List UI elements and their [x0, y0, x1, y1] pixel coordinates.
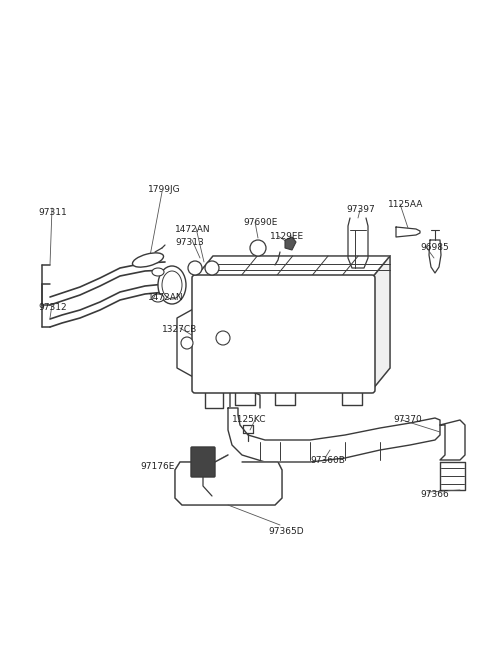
- Ellipse shape: [152, 294, 164, 302]
- Polygon shape: [440, 420, 465, 460]
- Circle shape: [250, 240, 266, 256]
- Polygon shape: [195, 256, 390, 278]
- Circle shape: [188, 261, 202, 275]
- FancyBboxPatch shape: [192, 275, 375, 393]
- Ellipse shape: [158, 266, 186, 304]
- Text: 1125KC: 1125KC: [232, 415, 266, 424]
- Circle shape: [216, 331, 230, 345]
- Ellipse shape: [132, 253, 164, 267]
- Text: 97313: 97313: [175, 238, 204, 247]
- Text: 1129EE: 1129EE: [270, 232, 304, 241]
- Polygon shape: [175, 455, 282, 505]
- Ellipse shape: [162, 271, 182, 299]
- Text: 1327CB: 1327CB: [162, 325, 197, 334]
- Text: 97312: 97312: [38, 303, 67, 312]
- Circle shape: [205, 261, 219, 275]
- Text: 1472AN: 1472AN: [175, 225, 211, 234]
- Text: 97397: 97397: [346, 205, 375, 214]
- Circle shape: [181, 337, 193, 349]
- Text: 97366: 97366: [420, 490, 449, 499]
- Polygon shape: [372, 256, 390, 390]
- Text: 96985: 96985: [420, 243, 449, 252]
- Polygon shape: [285, 237, 296, 250]
- Text: 1472AN: 1472AN: [148, 293, 184, 302]
- Text: 97690E: 97690E: [243, 218, 277, 227]
- FancyBboxPatch shape: [191, 447, 215, 477]
- Text: 97360B: 97360B: [310, 456, 345, 465]
- Text: 97311: 97311: [38, 208, 67, 217]
- Polygon shape: [228, 408, 440, 462]
- Text: 1125AA: 1125AA: [388, 200, 423, 209]
- Text: 97370: 97370: [393, 415, 422, 424]
- Polygon shape: [440, 462, 465, 490]
- Text: 1799JG: 1799JG: [148, 185, 180, 194]
- Text: 97176E: 97176E: [140, 462, 174, 471]
- Ellipse shape: [152, 268, 164, 276]
- Text: 97365D: 97365D: [268, 527, 304, 536]
